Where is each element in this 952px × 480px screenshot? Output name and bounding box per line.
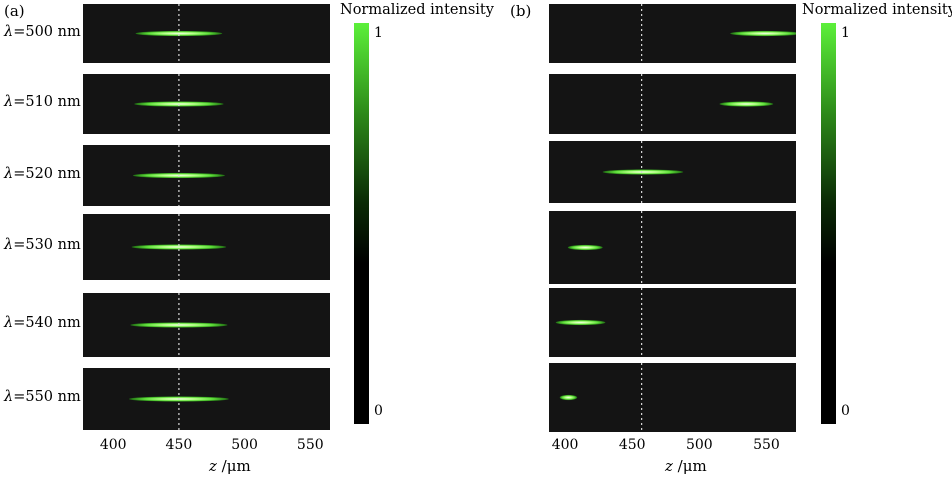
colorbar-max-label-b: 1 <box>841 25 850 41</box>
strip-plot <box>559 363 643 432</box>
strip-plot <box>135 4 223 63</box>
focal-spot <box>555 319 606 326</box>
x-tick-label: 550 <box>753 437 780 453</box>
colorbar-min-label-a: 0 <box>374 403 383 419</box>
colorbar-max-label-a: 1 <box>374 25 383 41</box>
row-label-text: =500 nm <box>13 23 81 40</box>
row-label: λ=510 nm <box>4 94 81 110</box>
row-label: λ=530 nm <box>4 237 81 253</box>
strip-plot <box>130 293 228 357</box>
row-label-symbol: λ <box>4 389 14 405</box>
x-axis-title-b: z /μm <box>665 457 707 475</box>
colorbar-b <box>821 23 836 424</box>
colorbar-title-a: Normalized intensity <box>340 2 494 18</box>
colorbar-min-label-b: 0 <box>841 403 850 419</box>
focal-spot <box>719 101 774 107</box>
row-label: λ=550 nm <box>4 389 81 405</box>
strip-plot <box>567 211 643 284</box>
row-label-text: =530 nm <box>13 237 81 253</box>
colorbar-a <box>354 23 369 424</box>
row-label-symbol: λ <box>4 94 14 110</box>
strip-plot <box>131 214 227 280</box>
intensity-strip <box>549 363 796 432</box>
row-label: λ=520 nm <box>4 166 81 182</box>
strip-plot <box>602 141 684 203</box>
focal-spot <box>131 244 227 250</box>
focal-spot <box>730 30 796 37</box>
strip-plot <box>555 288 643 357</box>
x-tick-label: 500 <box>685 437 713 453</box>
focal-spot <box>135 30 223 37</box>
focal-spot <box>602 169 684 175</box>
x-tick-label: 400 <box>551 437 579 453</box>
row-label-text: =550 nm <box>13 389 81 405</box>
x-axis-var-b: z <box>665 457 673 475</box>
x-tick-label: 550 <box>296 437 324 453</box>
panel-label-a: (a) <box>4 2 25 20</box>
strip-plot <box>641 4 796 63</box>
x-tick-label: 450 <box>618 437 646 453</box>
x-axis-title-a: z /μm <box>209 457 251 475</box>
row-label-symbol: λ <box>4 315 14 331</box>
row-label-text: =520 nm <box>13 165 81 182</box>
row-label-text: =540 nm <box>13 315 81 331</box>
row-label: λ=540 nm <box>4 315 81 331</box>
row-label-symbol: λ <box>4 23 14 40</box>
row-label-symbol: λ <box>4 165 14 182</box>
x-axis-var-a: z <box>209 457 217 475</box>
focal-spot <box>567 244 603 251</box>
colorbar-title-b: Normalized intensity <box>802 2 952 18</box>
row-label-symbol: λ <box>4 237 14 253</box>
focal-spot <box>559 394 578 401</box>
strip-plot <box>641 74 774 134</box>
strip-plot <box>134 74 224 134</box>
x-tick-label: 500 <box>231 437 258 453</box>
x-tick-label: 450 <box>165 437 193 453</box>
row-label-text: =510 nm <box>13 94 81 110</box>
x-tick-label: 400 <box>99 437 127 453</box>
x-axis-unit-b: /μm <box>672 457 707 475</box>
row-label: λ=500 nm <box>4 24 81 40</box>
strip-plot <box>128 368 229 430</box>
panel-label-b: (b) <box>510 2 532 20</box>
x-axis-unit-a: /μm <box>216 457 251 475</box>
strip-plot <box>132 145 225 206</box>
